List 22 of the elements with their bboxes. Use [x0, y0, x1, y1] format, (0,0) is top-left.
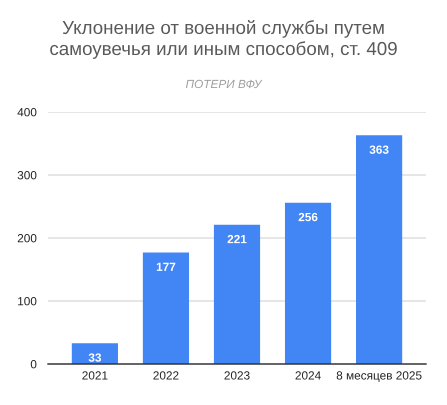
bar — [142, 252, 190, 364]
y-tick-label: 400 — [17, 108, 36, 116]
y-tick-label: 300 — [18, 171, 36, 180]
y-tick-label: 100 — [18, 297, 36, 306]
bar — [284, 202, 332, 364]
bar — [72, 343, 118, 364]
y-tick-label: 0 — [30, 360, 36, 368]
data-label: 221 — [228, 234, 247, 244]
x-tick-label: 2022 — [153, 371, 178, 380]
data-label: 363 — [370, 145, 389, 154]
x-tick-label: 2024 — [296, 371, 321, 380]
y-tick-label: 200 — [18, 234, 36, 242]
chart-subtitle: ПОТЕРИ ВФУ — [186, 80, 262, 88]
data-label: 177 — [156, 262, 176, 271]
x-tick-label: 8 месяцев 2025 — [336, 371, 422, 382]
bar — [356, 135, 402, 364]
data-label: 33 — [88, 353, 102, 362]
chart-title: Уклонение от военной службы путем самоувечья или иным способом, ст. 409 — [50, 20, 397, 59]
bar — [214, 224, 260, 364]
data-label: 256 — [298, 212, 318, 222]
x-tick-label: 2021 — [82, 371, 108, 380]
x-tick-label: 2023 — [224, 371, 250, 380]
